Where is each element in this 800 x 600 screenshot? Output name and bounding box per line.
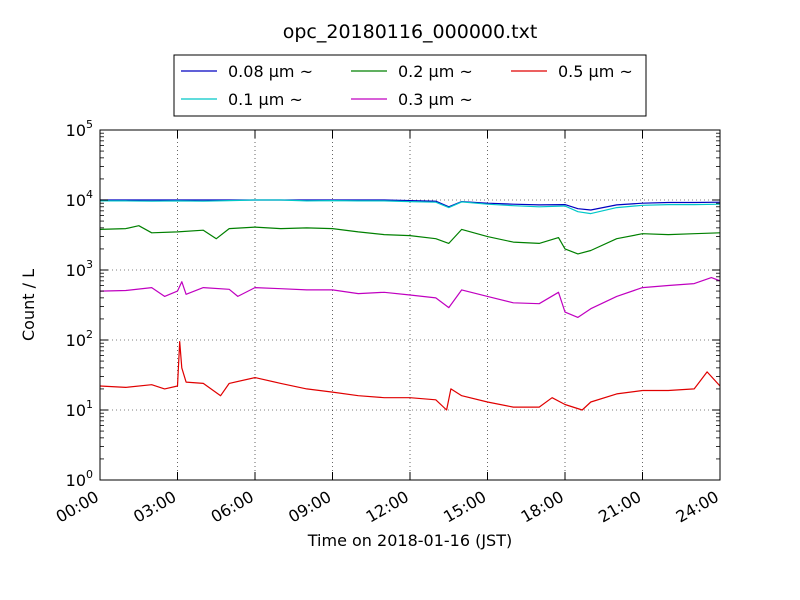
chart-title: opc_20180116_000000.txt bbox=[283, 21, 538, 43]
series-line bbox=[100, 199, 721, 211]
legend-frame bbox=[173, 54, 647, 117]
series-line bbox=[100, 199, 721, 215]
legend-label: 0.08 μm ~ bbox=[228, 62, 313, 81]
y-axis-label: Count / L bbox=[19, 269, 38, 341]
legend-label: 0.5 μm ~ bbox=[558, 62, 633, 81]
legend-label: 0.1 μm ~ bbox=[228, 90, 303, 109]
series-lines bbox=[99, 199, 721, 411]
legend: 0.08 μm ~ 0.1 μm ~ 0.2 μm ~ 0.3 μm ~ 0.5 μm … bbox=[173, 54, 647, 117]
series-line bbox=[99, 277, 721, 318]
y-tick-label: 100 bbox=[66, 468, 93, 490]
y-tick-label: 104 bbox=[66, 188, 93, 210]
series-line bbox=[99, 225, 721, 255]
y-tick-label: 102 bbox=[66, 328, 93, 350]
legend-label: 0.3 μm ~ bbox=[398, 90, 473, 109]
grid bbox=[100, 130, 720, 480]
series-line bbox=[99, 341, 721, 411]
y-tick-label: 105 bbox=[66, 118, 93, 140]
legend-label: 0.2 μm ~ bbox=[398, 62, 473, 81]
y-tick-label: 103 bbox=[66, 258, 93, 280]
y-tick-label: 101 bbox=[66, 398, 93, 420]
x-axis-label: Time on 2018-01-16 (JST) bbox=[307, 531, 512, 550]
